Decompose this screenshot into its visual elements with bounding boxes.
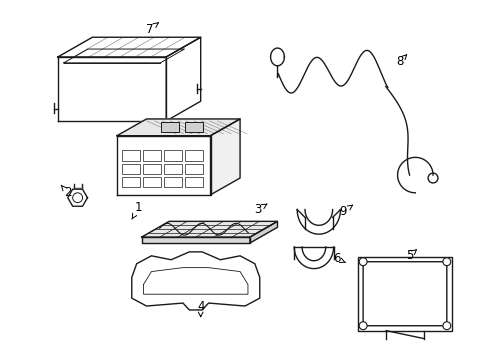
Text: 9: 9 — [339, 205, 352, 218]
Circle shape — [442, 322, 450, 330]
Text: 8: 8 — [395, 55, 406, 68]
Polygon shape — [249, 221, 277, 243]
Polygon shape — [210, 119, 240, 195]
Circle shape — [359, 258, 366, 266]
Text: 1: 1 — [132, 201, 142, 219]
Text: 5: 5 — [405, 249, 416, 262]
Circle shape — [359, 322, 366, 330]
Polygon shape — [68, 189, 87, 206]
Polygon shape — [161, 122, 179, 132]
Polygon shape — [142, 221, 277, 237]
Polygon shape — [117, 119, 240, 136]
Text: 2: 2 — [61, 185, 71, 199]
Polygon shape — [184, 122, 202, 132]
Circle shape — [442, 258, 450, 266]
Text: 6: 6 — [332, 252, 345, 265]
Text: 7: 7 — [145, 23, 158, 36]
Text: 4: 4 — [197, 300, 204, 317]
Text: 3: 3 — [254, 203, 266, 216]
Polygon shape — [142, 237, 249, 243]
Polygon shape — [117, 136, 210, 195]
